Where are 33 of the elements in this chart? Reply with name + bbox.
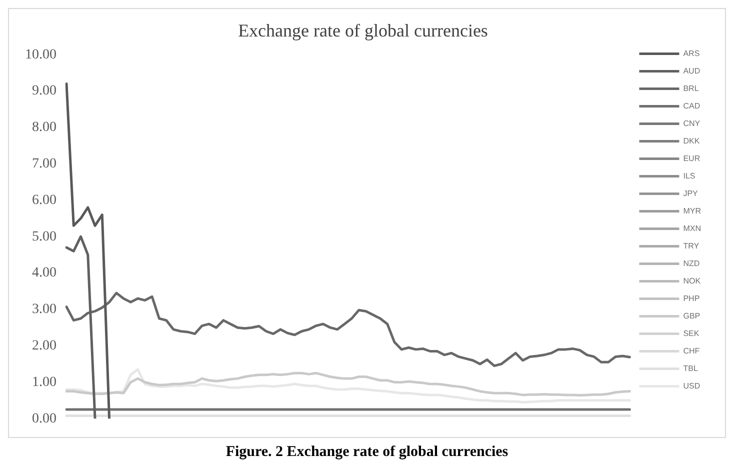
legend-label: TBL xyxy=(683,364,698,373)
legend-label: SEK xyxy=(683,328,700,338)
y-tick-label: 8.00 xyxy=(32,120,56,136)
chart-title: Exchange rate of global currencies xyxy=(238,20,488,41)
y-tick-label: 10.00 xyxy=(25,47,56,62)
y-tick-label: 6.00 xyxy=(32,192,56,208)
legend-label: DKK xyxy=(683,136,700,146)
legend-label: JPY xyxy=(683,188,699,198)
legend-label: TRY xyxy=(683,241,700,250)
legend-label: CHF xyxy=(683,346,700,356)
y-tick-label: 2.00 xyxy=(32,338,56,354)
y-tick-label: 0.00 xyxy=(32,411,56,426)
legend-label: GBP xyxy=(683,311,700,320)
legend-label: NOK xyxy=(683,276,702,286)
legend-label: CAD xyxy=(683,101,700,110)
legend-label: MYR xyxy=(683,206,702,216)
legend-label: BRL xyxy=(683,84,700,93)
legend-label: AUD xyxy=(683,66,700,76)
y-tick-label: 3.00 xyxy=(32,302,56,318)
legend-label: NZD xyxy=(683,258,700,268)
y-tick-label: 7.00 xyxy=(32,156,56,172)
legend-label: CNY xyxy=(683,118,701,128)
legend-label: EUR xyxy=(683,154,700,163)
y-tick-label: 1.00 xyxy=(32,374,56,390)
legend-label: MXN xyxy=(683,224,702,233)
legend-label: PHP xyxy=(683,294,700,303)
y-tick-label: 9.00 xyxy=(32,84,56,99)
legend-label: ARS xyxy=(683,48,700,58)
legend-label: USD xyxy=(683,381,700,390)
y-tick-label: 4.00 xyxy=(32,266,56,281)
text: Figure. 2 Exchange rate of global currencies xyxy=(224,444,510,461)
y-tick-label: 5.00 xyxy=(32,229,56,244)
legend-label: ILS xyxy=(683,171,696,180)
